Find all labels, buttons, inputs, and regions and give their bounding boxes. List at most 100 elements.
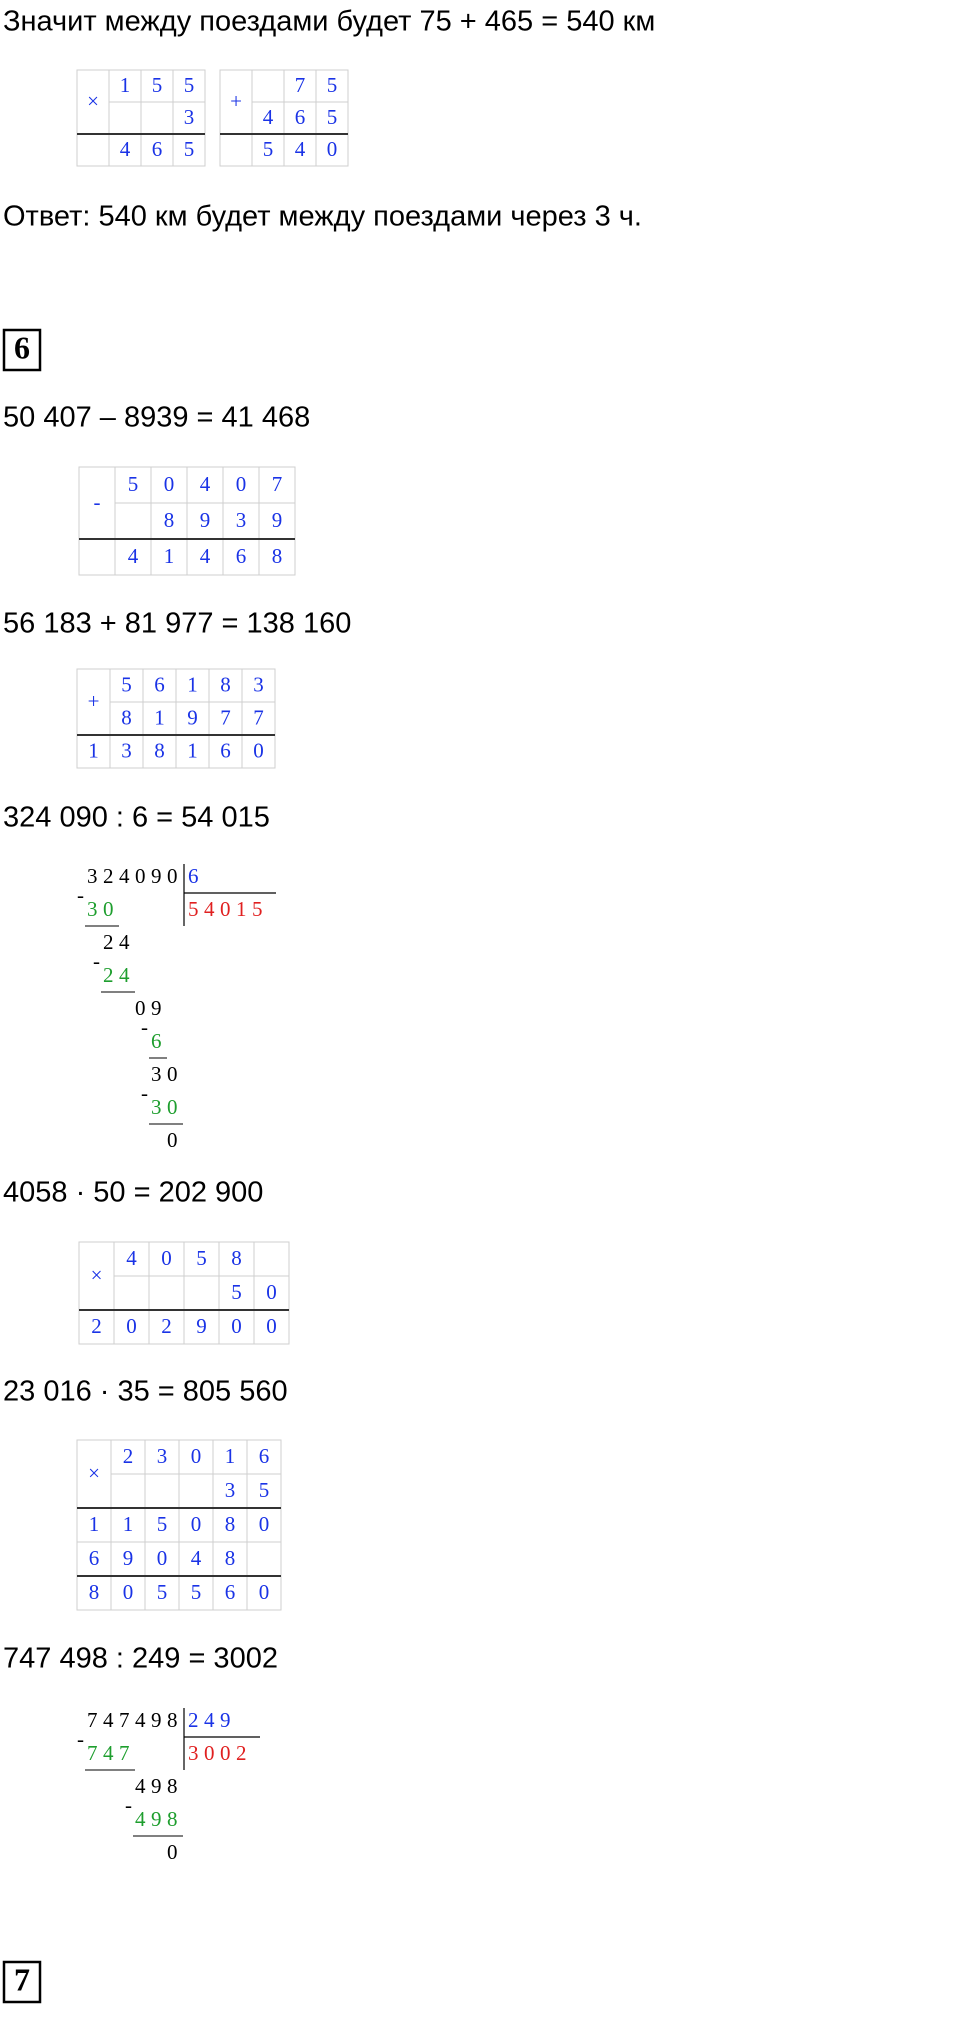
partial: 24: [103, 930, 135, 954]
cell-digit: 0: [266, 1314, 277, 1338]
quotient: 54015: [188, 897, 268, 921]
cell-digit: 6: [259, 1444, 270, 1468]
cell-digit: 0: [161, 1246, 172, 1270]
cell-digit: 5: [157, 1512, 168, 1536]
cell-digit: 5: [184, 137, 195, 161]
grid-cell: [140, 101, 174, 135]
cell-digit: 9: [123, 1546, 134, 1570]
remainder: 0: [167, 1840, 183, 1864]
cell-digit: 8: [272, 544, 283, 568]
cell-digit: 6: [89, 1546, 100, 1570]
cell-digit: 9: [187, 705, 198, 729]
task-box: [2, 1960, 42, 2004]
cell-digit: 4: [128, 544, 139, 568]
cell-digit: 8: [164, 508, 175, 532]
cell-digit: 0: [157, 1546, 168, 1570]
grid-cell: [76, 133, 110, 167]
text-line: 747 498 : 249 = 3002: [3, 1643, 278, 1675]
cell-digit: 0: [327, 137, 338, 161]
cell-digit: 5: [231, 1280, 242, 1304]
minus-sign: -: [77, 883, 90, 907]
task-box: [2, 328, 42, 372]
minus-sign: -: [141, 1015, 154, 1039]
grid-cell: [148, 1275, 185, 1311]
cell-digit: 7: [272, 472, 283, 496]
cell-digit: -: [94, 490, 101, 514]
cell-digit: 8: [225, 1546, 236, 1570]
cell-digit: 4: [191, 1546, 202, 1570]
cell-digit: 0: [259, 1580, 270, 1604]
cell-digit: 7: [295, 73, 306, 97]
cell-digit: 3: [157, 1444, 168, 1468]
minus-sign: -: [141, 1081, 154, 1105]
grid-cell: [78, 538, 116, 576]
text-line: 23 016 · 35 = 805 560: [3, 1376, 288, 1408]
text-line: 56 183 + 81 977 = 138 160: [3, 608, 351, 640]
subtrahend: 24: [103, 963, 135, 987]
grid-cell: [253, 1241, 290, 1277]
cell-digit: 5: [263, 137, 274, 161]
cell-digit: 2: [123, 1444, 134, 1468]
cell-digit: 3: [236, 508, 247, 532]
grid-cell: [246, 1541, 282, 1577]
cell-digit: 3: [121, 738, 132, 762]
divisor: 249: [188, 1708, 236, 1732]
quotient: 3002: [188, 1741, 252, 1765]
subtrahend: 30: [151, 1095, 183, 1119]
cell-digit: ×: [88, 1461, 100, 1485]
cell-digit: +: [230, 89, 242, 113]
cell-digit: 0: [259, 1512, 270, 1536]
cell-digit: 9: [200, 508, 211, 532]
cell-digit: 9: [272, 508, 283, 532]
text-line: 4058 · 50 = 202 900: [3, 1177, 263, 1209]
cell-digit: 5: [191, 1580, 202, 1604]
cell-digit: 1: [154, 705, 165, 729]
cell-digit: 1: [88, 738, 99, 762]
cell-digit: 4: [295, 137, 306, 161]
cell-digit: 8: [154, 738, 165, 762]
cell-digit: 1: [123, 1512, 134, 1536]
grid-cell: [114, 502, 152, 540]
cell-digit: 5: [259, 1478, 270, 1502]
task-number: 6: [14, 329, 30, 365]
cell-digit: 7: [253, 705, 264, 729]
minus-sign: -: [125, 1793, 138, 1817]
cell-digit: 5: [128, 472, 139, 496]
text-line: Ответ: 540 км будет между поездами через…: [3, 201, 642, 233]
grid-cell: [108, 101, 142, 135]
cell-digit: 8: [220, 672, 231, 696]
cell-digit: 6: [225, 1580, 236, 1604]
dividend: 747498: [87, 1708, 183, 1732]
partial: 30: [151, 1062, 183, 1086]
cell-digit: 0: [164, 472, 175, 496]
grid-cell: [251, 69, 285, 103]
cell-digit: 7: [220, 705, 231, 729]
subtrahend: 30: [87, 897, 119, 921]
cell-digit: 8: [89, 1580, 100, 1604]
cell-digit: 1: [225, 1444, 236, 1468]
text-line: 324 090 : 6 = 54 015: [3, 802, 270, 834]
cell-digit: 8: [121, 705, 132, 729]
cell-digit: 6: [236, 544, 247, 568]
cell-digit: 4: [126, 1246, 137, 1270]
remainder: 0: [167, 1128, 183, 1152]
cell-digit: 0: [126, 1314, 137, 1338]
cell-digit: 5: [152, 73, 163, 97]
cell-digit: +: [88, 689, 100, 713]
grid-cell: [219, 133, 253, 167]
cell-digit: 4: [263, 105, 274, 129]
cell-digit: ×: [91, 1263, 103, 1287]
divisor: 6: [188, 864, 204, 888]
grid-cell: [144, 1473, 180, 1509]
subtrahend: 498: [135, 1807, 183, 1831]
cell-digit: ×: [87, 89, 99, 113]
cell-digit: 6: [220, 738, 231, 762]
cell-digit: 9: [196, 1314, 207, 1338]
cell-digit: 8: [231, 1246, 242, 1270]
grid-cell: [183, 1275, 220, 1311]
subtrahend: 747: [87, 1741, 135, 1765]
cell-digit: 1: [187, 672, 198, 696]
cell-digit: 3: [225, 1478, 236, 1502]
grid-cell: [178, 1473, 214, 1509]
